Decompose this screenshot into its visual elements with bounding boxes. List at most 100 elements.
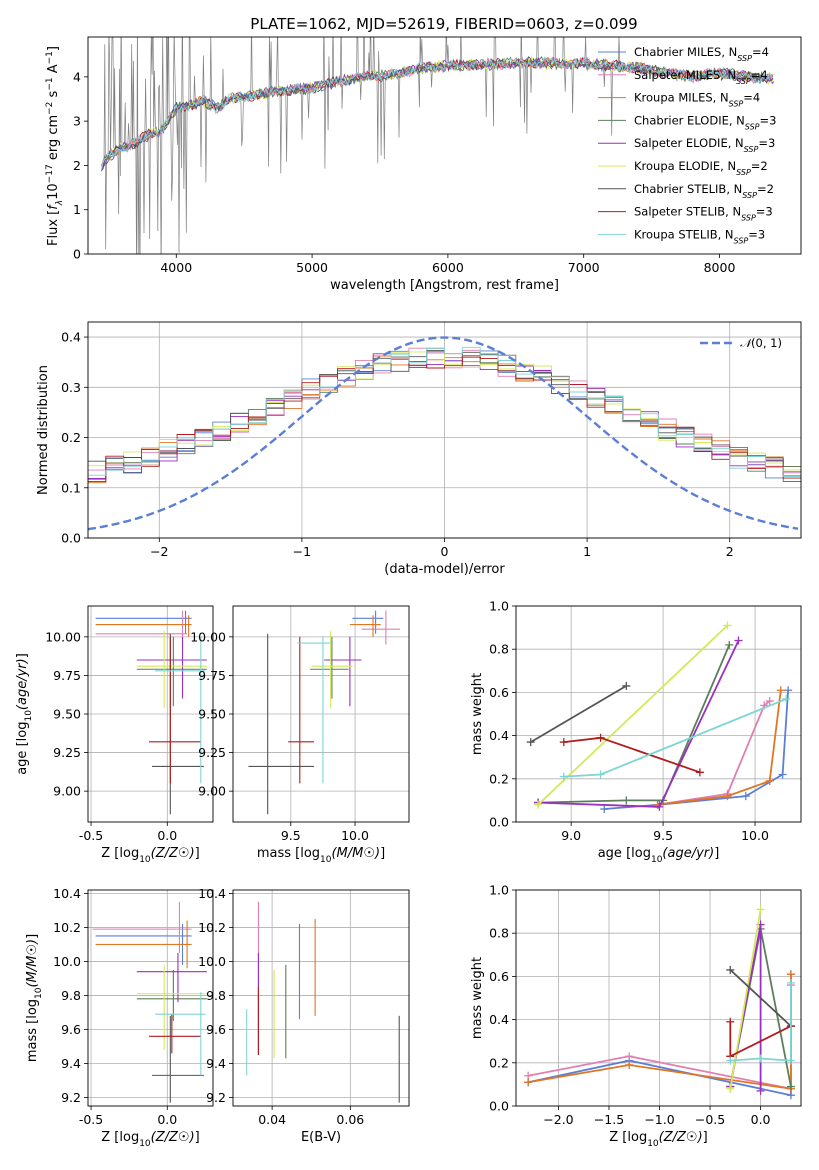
y-axis-label: mass [log10(M/M☉)] — [25, 934, 44, 1062]
weight-marker — [726, 1017, 735, 1026]
x-axis-label-part: (Z/Z☉) — [151, 846, 195, 861]
x-tick-label: 0.0 — [157, 1112, 177, 1127]
y-tick-label: 0.6 — [489, 685, 509, 700]
normal-reference-curve — [88, 336, 799, 531]
weight-line — [729, 969, 792, 1027]
y-axis-label-part: s — [46, 90, 61, 101]
x-axis-label: Z [log10(Z/Z☉)] — [101, 846, 199, 865]
x-axis-label-part: log — [627, 1130, 647, 1145]
axes-frame — [87, 321, 802, 539]
weight-marker — [625, 1052, 634, 1061]
y-tick-label: 4 — [73, 69, 81, 84]
x-axis-label-part: 10 — [651, 855, 663, 865]
y-tick-label: 0.6 — [489, 969, 509, 984]
y-axis-label-part: (age/yr) — [15, 658, 30, 710]
age_vs_mass-panel — [229, 605, 410, 826]
y-tick-label: 0.8 — [489, 642, 509, 657]
weight-marker — [741, 792, 750, 801]
y-tick-label: 9.25 — [53, 745, 81, 760]
x-tick-label: −1.5 — [594, 1112, 624, 1127]
weight-marker — [596, 770, 605, 779]
x-tick-label: 0.0 — [751, 1112, 771, 1127]
mass_vs_Z-panel — [84, 889, 214, 1110]
y-axis-label-part: 10 — [46, 183, 61, 200]
weight-marker — [784, 686, 793, 695]
y-axis-label-part: λ — [55, 200, 65, 206]
x-axis-label-part: 10 — [139, 1139, 151, 1149]
weight-marker — [526, 738, 535, 747]
weight-marker — [786, 978, 795, 987]
weight-marker — [534, 800, 543, 809]
weight-marker — [600, 805, 609, 814]
weight-marker — [786, 970, 795, 979]
x-axis-label: wavelength [Angstrom, rest frame] — [330, 278, 559, 293]
weight-line — [730, 982, 792, 1062]
legend-entry: Kroupa STELIB, NSSP=3 — [634, 227, 765, 245]
y-tick-label: 0.3 — [61, 380, 81, 395]
x-tick-label: 4000 — [160, 260, 192, 275]
x-tick-label: 0 — [441, 544, 449, 559]
y-tick-label: 1 — [73, 202, 81, 217]
x-axis-label-part: log — [119, 1130, 139, 1145]
legend-entry: Chabrier STELIB, NSSP=2 — [634, 182, 774, 200]
axes-frame — [87, 36, 802, 255]
weight-marker — [726, 965, 735, 974]
legend-entry: Kroupa MILES, NSSP=4 — [634, 91, 760, 109]
x-axis-label-part: (Z/Z☉) — [659, 1130, 703, 1145]
weight-line — [538, 640, 740, 808]
y-tick-label: 0.0 — [489, 1099, 509, 1114]
axes-frame — [515, 605, 802, 823]
weight-marker — [596, 733, 605, 742]
x-tick-label: 8000 — [704, 260, 736, 275]
x-axis-label-part: (Z/Z☉) — [151, 1130, 195, 1145]
y-tick-label: 1.0 — [489, 883, 509, 898]
massweight_vs_Z-panel — [512, 889, 802, 1110]
weight-marker — [655, 802, 664, 811]
x-tick-label: −2.0 — [543, 1112, 573, 1127]
weight-marker — [625, 1060, 634, 1069]
legend-value: =2 — [757, 182, 774, 196]
legend-sub: SSP — [736, 76, 751, 85]
y-tick-label: 1.0 — [489, 599, 509, 614]
weight-marker — [734, 636, 743, 645]
x-tick-label: 6000 — [432, 260, 464, 275]
weight-marker — [622, 796, 631, 805]
axes-frame — [87, 889, 214, 1107]
y-tick-label: 9.8 — [61, 988, 81, 1003]
axes-frame — [515, 889, 802, 1107]
weight-marker — [726, 1084, 735, 1093]
legend-value: =4 — [751, 68, 768, 82]
y-axis-label-part: (M/M☉) — [25, 939, 40, 988]
x-axis-label: Z [log10(Z/Z☉)] — [101, 1130, 199, 1149]
x-tick-label: 0.06 — [336, 1112, 364, 1127]
axes-frame — [87, 605, 214, 823]
x-axis-label-part: log — [631, 846, 651, 861]
y-tick-label: 9.25 — [198, 745, 226, 760]
x-tick-label: 5000 — [296, 260, 328, 275]
x-axis-label-part: 10 — [139, 855, 151, 865]
massweight_vs_age-panel — [512, 605, 802, 826]
model-fit-kroupa-stelib — [101, 57, 774, 166]
weight-marker — [723, 621, 732, 630]
x-tick-label: 1 — [583, 544, 591, 559]
y-tick-label: 10.4 — [198, 886, 226, 901]
weight-line — [657, 700, 771, 806]
y-tick-label: 9.6 — [206, 1022, 226, 1037]
y-tick-label: 9.50 — [53, 707, 81, 722]
y-axis-label-part: −2 — [45, 102, 55, 115]
weight-marker — [778, 770, 787, 779]
legend-value: =4 — [743, 91, 760, 105]
y-tick-label: 9.75 — [53, 668, 81, 683]
x-axis-label-part: log — [300, 846, 320, 861]
weight-marker — [756, 1054, 765, 1063]
weight-marker — [725, 640, 734, 649]
legend-entry: Salpeter STELIB, NSSP=3 — [634, 205, 773, 223]
weight-marker — [756, 905, 765, 914]
x-tick-label: 9.0 — [561, 828, 581, 843]
weight-line — [537, 624, 729, 806]
y-tick-label: 10.2 — [198, 920, 226, 935]
legend-entry: Chabrier MILES, NSSP=4 — [634, 45, 769, 63]
legend-value: =3 — [758, 136, 775, 150]
legend-sub: SSP — [742, 190, 757, 199]
x-tick-label: −1 — [293, 544, 311, 559]
